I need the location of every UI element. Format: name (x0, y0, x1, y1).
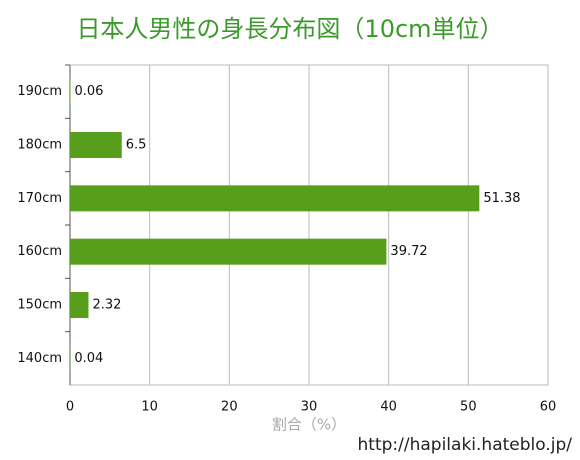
bar (70, 238, 387, 265)
data-label: 51.38 (483, 191, 520, 206)
x-tick-label: 50 (460, 400, 477, 415)
data-label: 0.04 (74, 351, 103, 366)
x-tick-label: 10 (141, 400, 158, 415)
y-tick-label: 180cm (17, 138, 62, 153)
y-tick-label: 170cm (17, 191, 62, 206)
bar (70, 185, 480, 212)
x-tick-label: 40 (380, 400, 397, 415)
y-tick-label: 150cm (17, 298, 62, 313)
bar (70, 292, 89, 318)
data-label: 2.32 (92, 298, 121, 313)
watermark: http://hapilaki.hateblo.jp/ (358, 435, 573, 455)
x-tick-label: 30 (301, 400, 318, 415)
x-axis-label: 割合（%） (272, 416, 346, 434)
data-label: 39.72 (390, 244, 427, 259)
y-tick-label: 190cm (17, 84, 62, 99)
data-label: 6.5 (126, 138, 147, 153)
x-tick-label: 20 (221, 400, 238, 415)
x-tick-label: 0 (66, 400, 74, 415)
data-label: 0.06 (74, 84, 103, 99)
y-tick-label: 140cm (17, 351, 62, 366)
chart-title: 日本人男性の身長分布図（10cm単位） (76, 15, 503, 43)
bar (70, 132, 122, 158)
y-tick-label: 160cm (17, 244, 62, 259)
x-tick-label: 60 (540, 400, 557, 415)
